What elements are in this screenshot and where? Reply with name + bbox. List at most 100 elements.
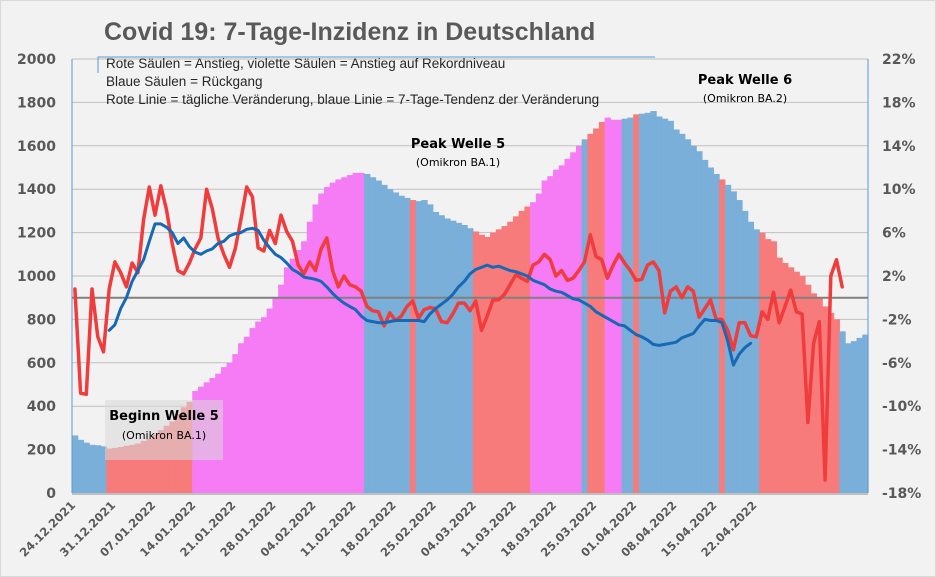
annotation-peak-welle-6-subtitle: (Omikron BA.2) bbox=[703, 92, 787, 105]
bar-red bbox=[112, 447, 119, 493]
bar-red bbox=[799, 276, 806, 493]
bar-undefined bbox=[839, 331, 846, 493]
bar-magenta bbox=[232, 354, 239, 493]
bar-blue bbox=[638, 113, 646, 494]
right-tick-label: -2% bbox=[882, 312, 912, 328]
bar-magenta bbox=[226, 362, 233, 493]
bar-blue bbox=[736, 200, 743, 494]
right-tick-label: -10% bbox=[882, 399, 921, 415]
bar-blue bbox=[701, 159, 709, 493]
bar-magenta bbox=[278, 284, 285, 493]
bar-red bbox=[759, 232, 766, 493]
bar-red bbox=[478, 234, 485, 493]
left-tick-label: 1600 bbox=[17, 139, 56, 155]
bar-red bbox=[782, 262, 789, 493]
bar-red bbox=[512, 216, 520, 493]
x-axis: 24.12.202131.12.202107.01.202214.01.2022… bbox=[17, 493, 868, 560]
bar-red bbox=[134, 443, 142, 493]
bar-blue bbox=[398, 195, 405, 493]
bar-magenta bbox=[318, 193, 325, 494]
bar-magenta bbox=[575, 145, 583, 494]
bar-red bbox=[106, 448, 113, 493]
bar-magenta bbox=[306, 221, 314, 493]
bar-blue bbox=[415, 201, 422, 493]
bar-magenta bbox=[553, 169, 560, 494]
bar-magenta bbox=[295, 249, 302, 493]
bar-blue bbox=[392, 192, 400, 493]
bar-blue bbox=[364, 174, 371, 493]
bar-red bbox=[822, 306, 829, 493]
bar-red bbox=[587, 133, 594, 494]
bar-magenta bbox=[260, 317, 268, 493]
change-lines bbox=[73, 184, 844, 482]
left-tick-label: 1000 bbox=[17, 269, 56, 285]
chart-title: Covid 19: 7-Tage-Inzidenz in Deutschland bbox=[104, 18, 595, 46]
bar-red bbox=[518, 210, 526, 493]
bar-blue bbox=[421, 200, 428, 494]
annotation-peak-welle-5-title: Peak Welle 5 bbox=[411, 137, 505, 152]
right-tick-label: 18% bbox=[882, 95, 916, 111]
bar-blue bbox=[753, 229, 760, 493]
bar-magenta bbox=[564, 158, 571, 493]
bar-blue bbox=[742, 210, 749, 493]
bar-blue bbox=[83, 442, 90, 493]
right-tick-label: 2% bbox=[882, 269, 906, 285]
bar-undefined bbox=[856, 337, 863, 493]
bar-blue bbox=[381, 184, 388, 494]
bar-blue bbox=[627, 117, 634, 493]
bar-blue bbox=[449, 220, 457, 494]
left-tick-label: 1200 bbox=[17, 226, 56, 242]
bar-red bbox=[490, 232, 497, 493]
bar-magenta bbox=[323, 187, 331, 493]
bar-blue bbox=[747, 221, 755, 493]
bar-blue bbox=[621, 118, 629, 494]
bar-magenta bbox=[220, 367, 228, 493]
bar-blue bbox=[707, 167, 714, 493]
bar-red bbox=[472, 231, 480, 493]
left-tick-label: 2000 bbox=[17, 52, 56, 68]
bar-magenta bbox=[243, 336, 251, 493]
bar-blue bbox=[72, 435, 79, 493]
bar-red bbox=[157, 430, 165, 493]
right-tick-label: 22% bbox=[882, 52, 916, 68]
bar-magenta bbox=[346, 175, 354, 493]
right-tick-label: 10% bbox=[882, 182, 916, 198]
bar-blue bbox=[100, 446, 107, 493]
bar-blue bbox=[644, 112, 651, 493]
bar-magenta bbox=[558, 165, 566, 493]
bar-blue bbox=[444, 218, 451, 493]
bar-undefined bbox=[862, 334, 869, 493]
right-tick-label: 6% bbox=[882, 226, 906, 242]
legend-line-2: Blaue Säulen = Rückgang bbox=[106, 74, 263, 89]
bar-red bbox=[501, 226, 508, 493]
legend: Rote Säulen = Anstieg, violette Säulen =… bbox=[97, 56, 655, 107]
bar-undefined bbox=[850, 341, 858, 493]
bar-magenta bbox=[570, 152, 577, 493]
bar-red bbox=[776, 257, 783, 493]
bar-red bbox=[770, 241, 777, 493]
bar-magenta bbox=[610, 119, 617, 493]
bar-blue bbox=[77, 439, 85, 493]
bar-magenta bbox=[312, 204, 319, 493]
bar-red bbox=[764, 239, 772, 493]
bar-magenta bbox=[530, 202, 537, 493]
bar-red bbox=[507, 221, 514, 493]
bar-blue bbox=[690, 145, 697, 494]
left-tick-label: 600 bbox=[27, 356, 56, 372]
bar-magenta bbox=[283, 267, 291, 493]
bar-red bbox=[827, 312, 835, 493]
bar-blue bbox=[94, 445, 102, 493]
bar-magenta bbox=[301, 241, 308, 493]
bar-magenta bbox=[255, 321, 262, 493]
bar-red bbox=[805, 284, 812, 493]
bar-red bbox=[484, 236, 491, 493]
bar-blue bbox=[650, 111, 657, 493]
bar-red bbox=[123, 445, 130, 493]
bar-blue bbox=[667, 120, 674, 493]
left-tick-label: 400 bbox=[27, 399, 56, 415]
trend-line bbox=[107, 222, 753, 367]
bar-red bbox=[793, 271, 800, 493]
bar-red bbox=[495, 229, 503, 493]
daily-change-line bbox=[73, 184, 844, 482]
bar-magenta bbox=[272, 297, 279, 493]
